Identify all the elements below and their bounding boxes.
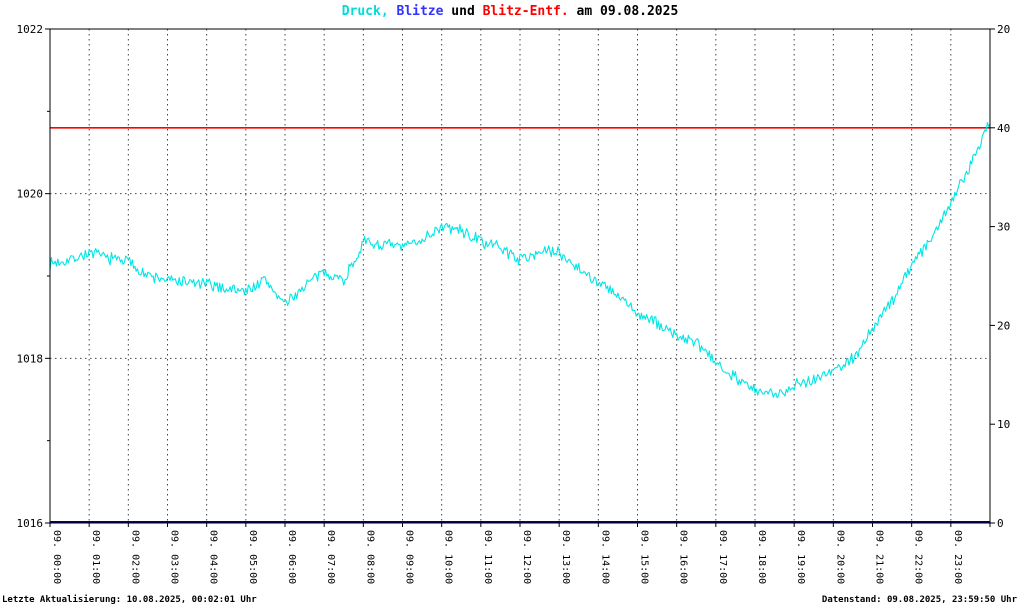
x-axis-tick-label: 09. 10:00 bbox=[443, 530, 454, 584]
right-axis-distance-tick-label: 20 bbox=[997, 319, 1010, 332]
x-axis-tick-label: 09. 01:00 bbox=[90, 530, 101, 584]
left-axis-tick-label: 1020 bbox=[17, 188, 44, 201]
x-axis-tick-label: 09. 05:00 bbox=[247, 530, 258, 584]
x-axis-tick-label: 09. 07:00 bbox=[325, 530, 336, 584]
x-axis-tick-label: 09. 06:00 bbox=[286, 530, 297, 584]
left-axis-tick-label: 1022 bbox=[17, 23, 44, 36]
left-axis-labels: 1016 1018 1020 1022 bbox=[17, 23, 44, 530]
left-axis-tick-label: 1018 bbox=[17, 352, 44, 365]
x-axis-tick-label: 09. 19:00 bbox=[795, 530, 806, 584]
x-axis-tick-label: 09. 00:00 bbox=[51, 530, 62, 584]
right-axis-distance-tick-label: 10 bbox=[997, 418, 1010, 431]
left-axis-tick-label: 1016 bbox=[17, 517, 44, 530]
last-update-text: Letzte Aktualisierung: 10.08.2025, 00:02… bbox=[2, 595, 257, 605]
plot-border bbox=[49, 28, 991, 524]
axis-ticks bbox=[45, 28, 995, 527]
title-part-spacer bbox=[389, 4, 397, 19]
right-axis-distance-tick-label: 40 bbox=[997, 122, 1010, 135]
x-axis-tick-label: 09. 17:00 bbox=[717, 530, 728, 584]
title-part-title-date: am 09.08.2025 bbox=[568, 4, 679, 19]
x-axis-tick-label: 09. 13:00 bbox=[560, 530, 571, 584]
x-axis-tick-label: 09. 20:00 bbox=[834, 530, 845, 584]
title-part-series-druck-label: Druck, bbox=[341, 4, 389, 19]
x-axis-tick-label: 09. 15:00 bbox=[639, 530, 650, 584]
x-axis-tick-label: 09. 22:00 bbox=[913, 530, 924, 584]
x-axis-labels: 09. 00:00 09. 01:00 09. 02:00 09. 03:00 09. … bbox=[51, 530, 963, 584]
right-axis-count-tick-label: 20 bbox=[997, 23, 1010, 36]
x-axis-tick-label: 09. 09:00 bbox=[404, 530, 415, 584]
x-axis-tick-label: 09. 08:00 bbox=[364, 530, 375, 584]
right-axis-distance-tick-label: 0 bbox=[997, 517, 1004, 530]
series-druck-trace bbox=[49, 122, 991, 399]
right-axis-labels: 0 10 20 30 40 20 bbox=[997, 23, 1010, 530]
title-part-conjunction: und bbox=[443, 4, 483, 19]
right-axis-distance-tick-label: 30 bbox=[997, 221, 1010, 234]
chart-title: Druck, Blitze und Blitz-Entf. am 09.08.2… bbox=[0, 4, 1020, 19]
x-axis-tick-label: 09. 23:00 bbox=[952, 530, 963, 584]
grid-lines bbox=[50, 29, 990, 523]
x-axis-tick-label: 09. 16:00 bbox=[678, 530, 689, 584]
x-axis-tick-label: 09. 14:00 bbox=[599, 530, 610, 584]
x-axis-tick-label: 09. 11:00 bbox=[482, 530, 493, 584]
x-axis-tick-label: 09. 02:00 bbox=[129, 530, 140, 584]
title-part-series-blitze-label: Blitze bbox=[396, 4, 444, 19]
x-axis-tick-label: 09. 21:00 bbox=[874, 530, 885, 584]
x-axis-tick-label: 09. 18:00 bbox=[756, 530, 767, 584]
x-axis-tick-label: 09. 03:00 bbox=[169, 530, 180, 584]
data-timestamp-text: Datenstand: 09.08.2025, 23:59:50 Uhr bbox=[821, 595, 1017, 605]
x-axis-tick-label: 09. 04:00 bbox=[208, 530, 219, 584]
title-part-series-blitzentf-label: Blitz-Entf. bbox=[482, 4, 569, 19]
x-axis-tick-label: 09. 12:00 bbox=[521, 530, 532, 584]
